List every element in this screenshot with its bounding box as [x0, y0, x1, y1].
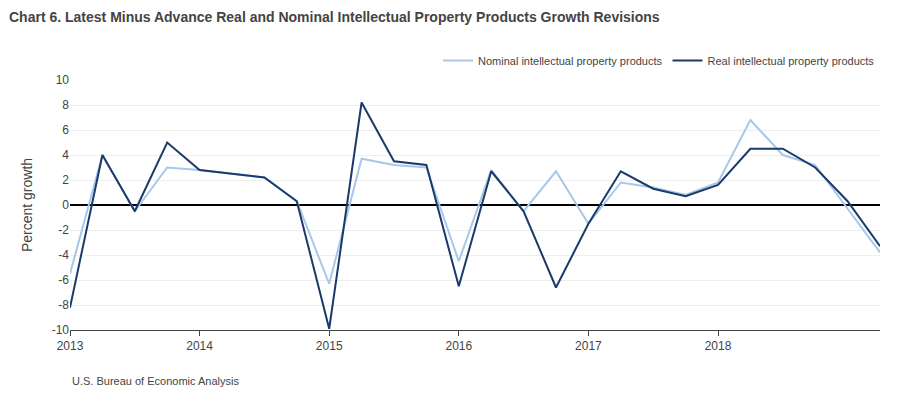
- svg-text:Nominal intellectual property: Nominal intellectual property products: [478, 55, 663, 67]
- svg-text:2: 2: [62, 173, 69, 187]
- svg-text:2018: 2018: [705, 339, 732, 353]
- svg-text:2017: 2017: [575, 339, 602, 353]
- svg-text:Chart 6. Latest Minus Advance: Chart 6. Latest Minus Advance Real and N…: [9, 9, 660, 25]
- svg-text:Real intellectual property pro: Real intellectual property products: [708, 55, 875, 67]
- svg-text:Percent growth: Percent growth: [19, 158, 35, 252]
- svg-text:4: 4: [62, 148, 69, 162]
- svg-text:-4: -4: [58, 248, 69, 262]
- svg-text:0: 0: [62, 198, 69, 212]
- svg-text:2015: 2015: [316, 339, 343, 353]
- svg-text:2014: 2014: [186, 339, 213, 353]
- svg-text:10: 10: [56, 73, 70, 87]
- svg-text:-10: -10: [52, 323, 70, 337]
- svg-text:-8: -8: [58, 298, 69, 312]
- svg-text:8: 8: [62, 98, 69, 112]
- svg-text:-2: -2: [58, 223, 69, 237]
- svg-text:2013: 2013: [57, 339, 84, 353]
- svg-text:-6: -6: [58, 273, 69, 287]
- svg-text:2016: 2016: [445, 339, 472, 353]
- svg-text:U.S. Bureau of Economic Analys: U.S. Bureau of Economic Analysis: [72, 375, 239, 387]
- svg-text:6: 6: [62, 123, 69, 137]
